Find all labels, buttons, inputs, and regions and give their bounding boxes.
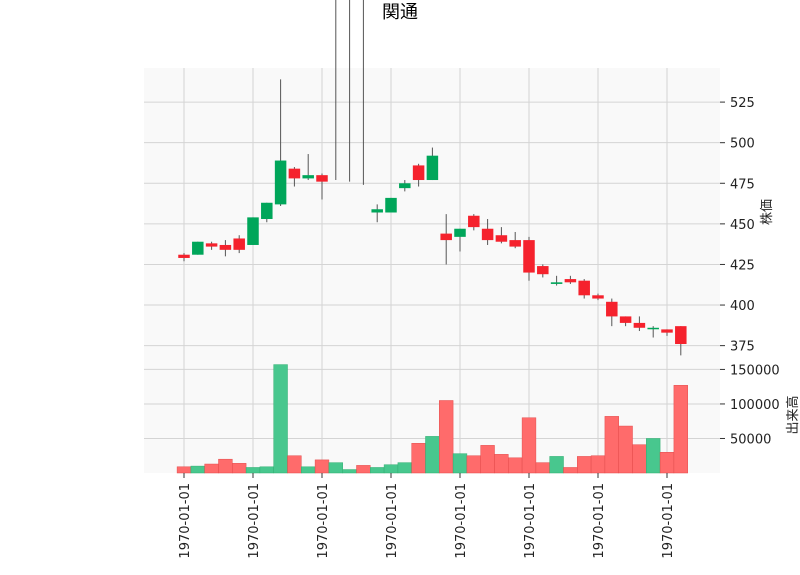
volume-bar [508,457,523,474]
volume-tick-label: 50000 [730,432,771,447]
volume-bar [535,462,550,474]
candle-body [219,244,232,250]
volume-bar [273,364,288,474]
volume-bar [563,467,578,474]
candle-body [261,202,273,219]
volume-tick-label: 150000 [730,363,780,378]
candle-body [247,217,259,245]
volume-bar [466,455,481,474]
volume-bar [452,453,468,474]
volume-bar [176,466,192,474]
candle-body [550,282,563,284]
candle-body [205,243,218,247]
volume-bar [383,464,399,474]
x-tick-label: 1970-01-01 [661,483,676,559]
candle-body [619,316,632,323]
volume-bar [632,444,647,474]
price-axis: 375 400 425 450 475 500 525 [720,96,755,355]
candle-body [675,326,687,345]
candle-body [647,327,659,330]
volume-bar [190,465,205,474]
price-tick-label: 425 [730,258,755,273]
x-tick-label: 1970-01-01 [523,483,538,559]
x-tick-label: 1970-01-01 [385,483,400,559]
volume-bar [425,436,440,474]
volume-axis-label: 出来高 [785,395,800,434]
volume-bar [549,456,564,474]
volume-tick-label: 100000 [730,398,780,413]
candle-body [578,280,590,296]
x-axis: 1970-01-01 1970-01-01 1970-01-01 1970-01-01… [178,473,676,559]
candle-body [233,238,245,250]
volume-bar [673,385,688,474]
chart-title: 関通 [382,2,418,23]
volume-bar [521,417,537,474]
candle-body [178,254,190,258]
candle-body [192,241,204,255]
x-tick-label: 1970-01-01 [247,483,262,559]
x-tick-label: 1970-01-01 [178,483,193,559]
price-tick-label: 400 [730,299,755,314]
volume-bar [411,443,426,474]
volume-bar [604,416,619,474]
candle-body [274,160,287,205]
volume-bar [480,445,495,474]
candle-body [509,240,521,247]
volume-bar [328,462,343,474]
volume-bar [232,463,247,474]
volume-bar [659,452,675,474]
volume-bar [287,455,302,474]
x-tick-label: 1970-01-01 [592,483,607,559]
candle-body [633,322,646,328]
volume-bars [176,364,688,474]
candle-body [426,155,439,181]
price-tick-label: 450 [730,218,755,233]
candle-body [537,266,549,275]
x-tick-label: 1970-01-01 [454,483,469,559]
price-tick-label: 500 [730,137,755,152]
candle-body [371,209,383,213]
volume-bar [259,466,274,474]
candle-body [302,175,314,179]
volume-bar [370,467,385,474]
price-tick-label: 525 [730,96,755,111]
price-tick-label: 475 [730,177,755,192]
candle-body [606,301,618,317]
candle-body [481,228,494,241]
volume-axis: 50000 100000 150000 [720,363,780,447]
volume-bar [397,462,412,474]
volume-bar [204,463,219,474]
candles [178,0,687,356]
candle-body [592,295,604,299]
volume-bar [439,400,454,474]
volume-bar [218,458,233,474]
volume-bar [577,456,592,474]
volume-bar [494,454,509,474]
candle-body [564,279,577,283]
volume-bar [245,467,261,474]
x-tick-label: 1970-01-01 [316,483,331,559]
candle-body [288,168,301,179]
candle-body [412,165,425,181]
candle-body [661,329,673,333]
volume-bar [590,455,606,474]
candle-body [523,240,535,273]
candle-body [495,235,508,242]
volume-bar [342,469,357,474]
volume-bar [301,466,316,474]
candle-body [399,183,411,189]
candle-body [440,233,452,241]
volume-bar [314,459,330,474]
volume-bar [618,425,633,474]
volume-bar [356,465,371,474]
candle-body [385,197,397,213]
price-tick-label: 375 [730,340,755,355]
candle-body [468,215,480,228]
price-axis-label: 株価 [760,199,775,225]
candle-body [316,175,328,182]
candle-body [454,228,466,237]
price-plot-area [144,68,720,357]
volume-bar [646,438,661,474]
